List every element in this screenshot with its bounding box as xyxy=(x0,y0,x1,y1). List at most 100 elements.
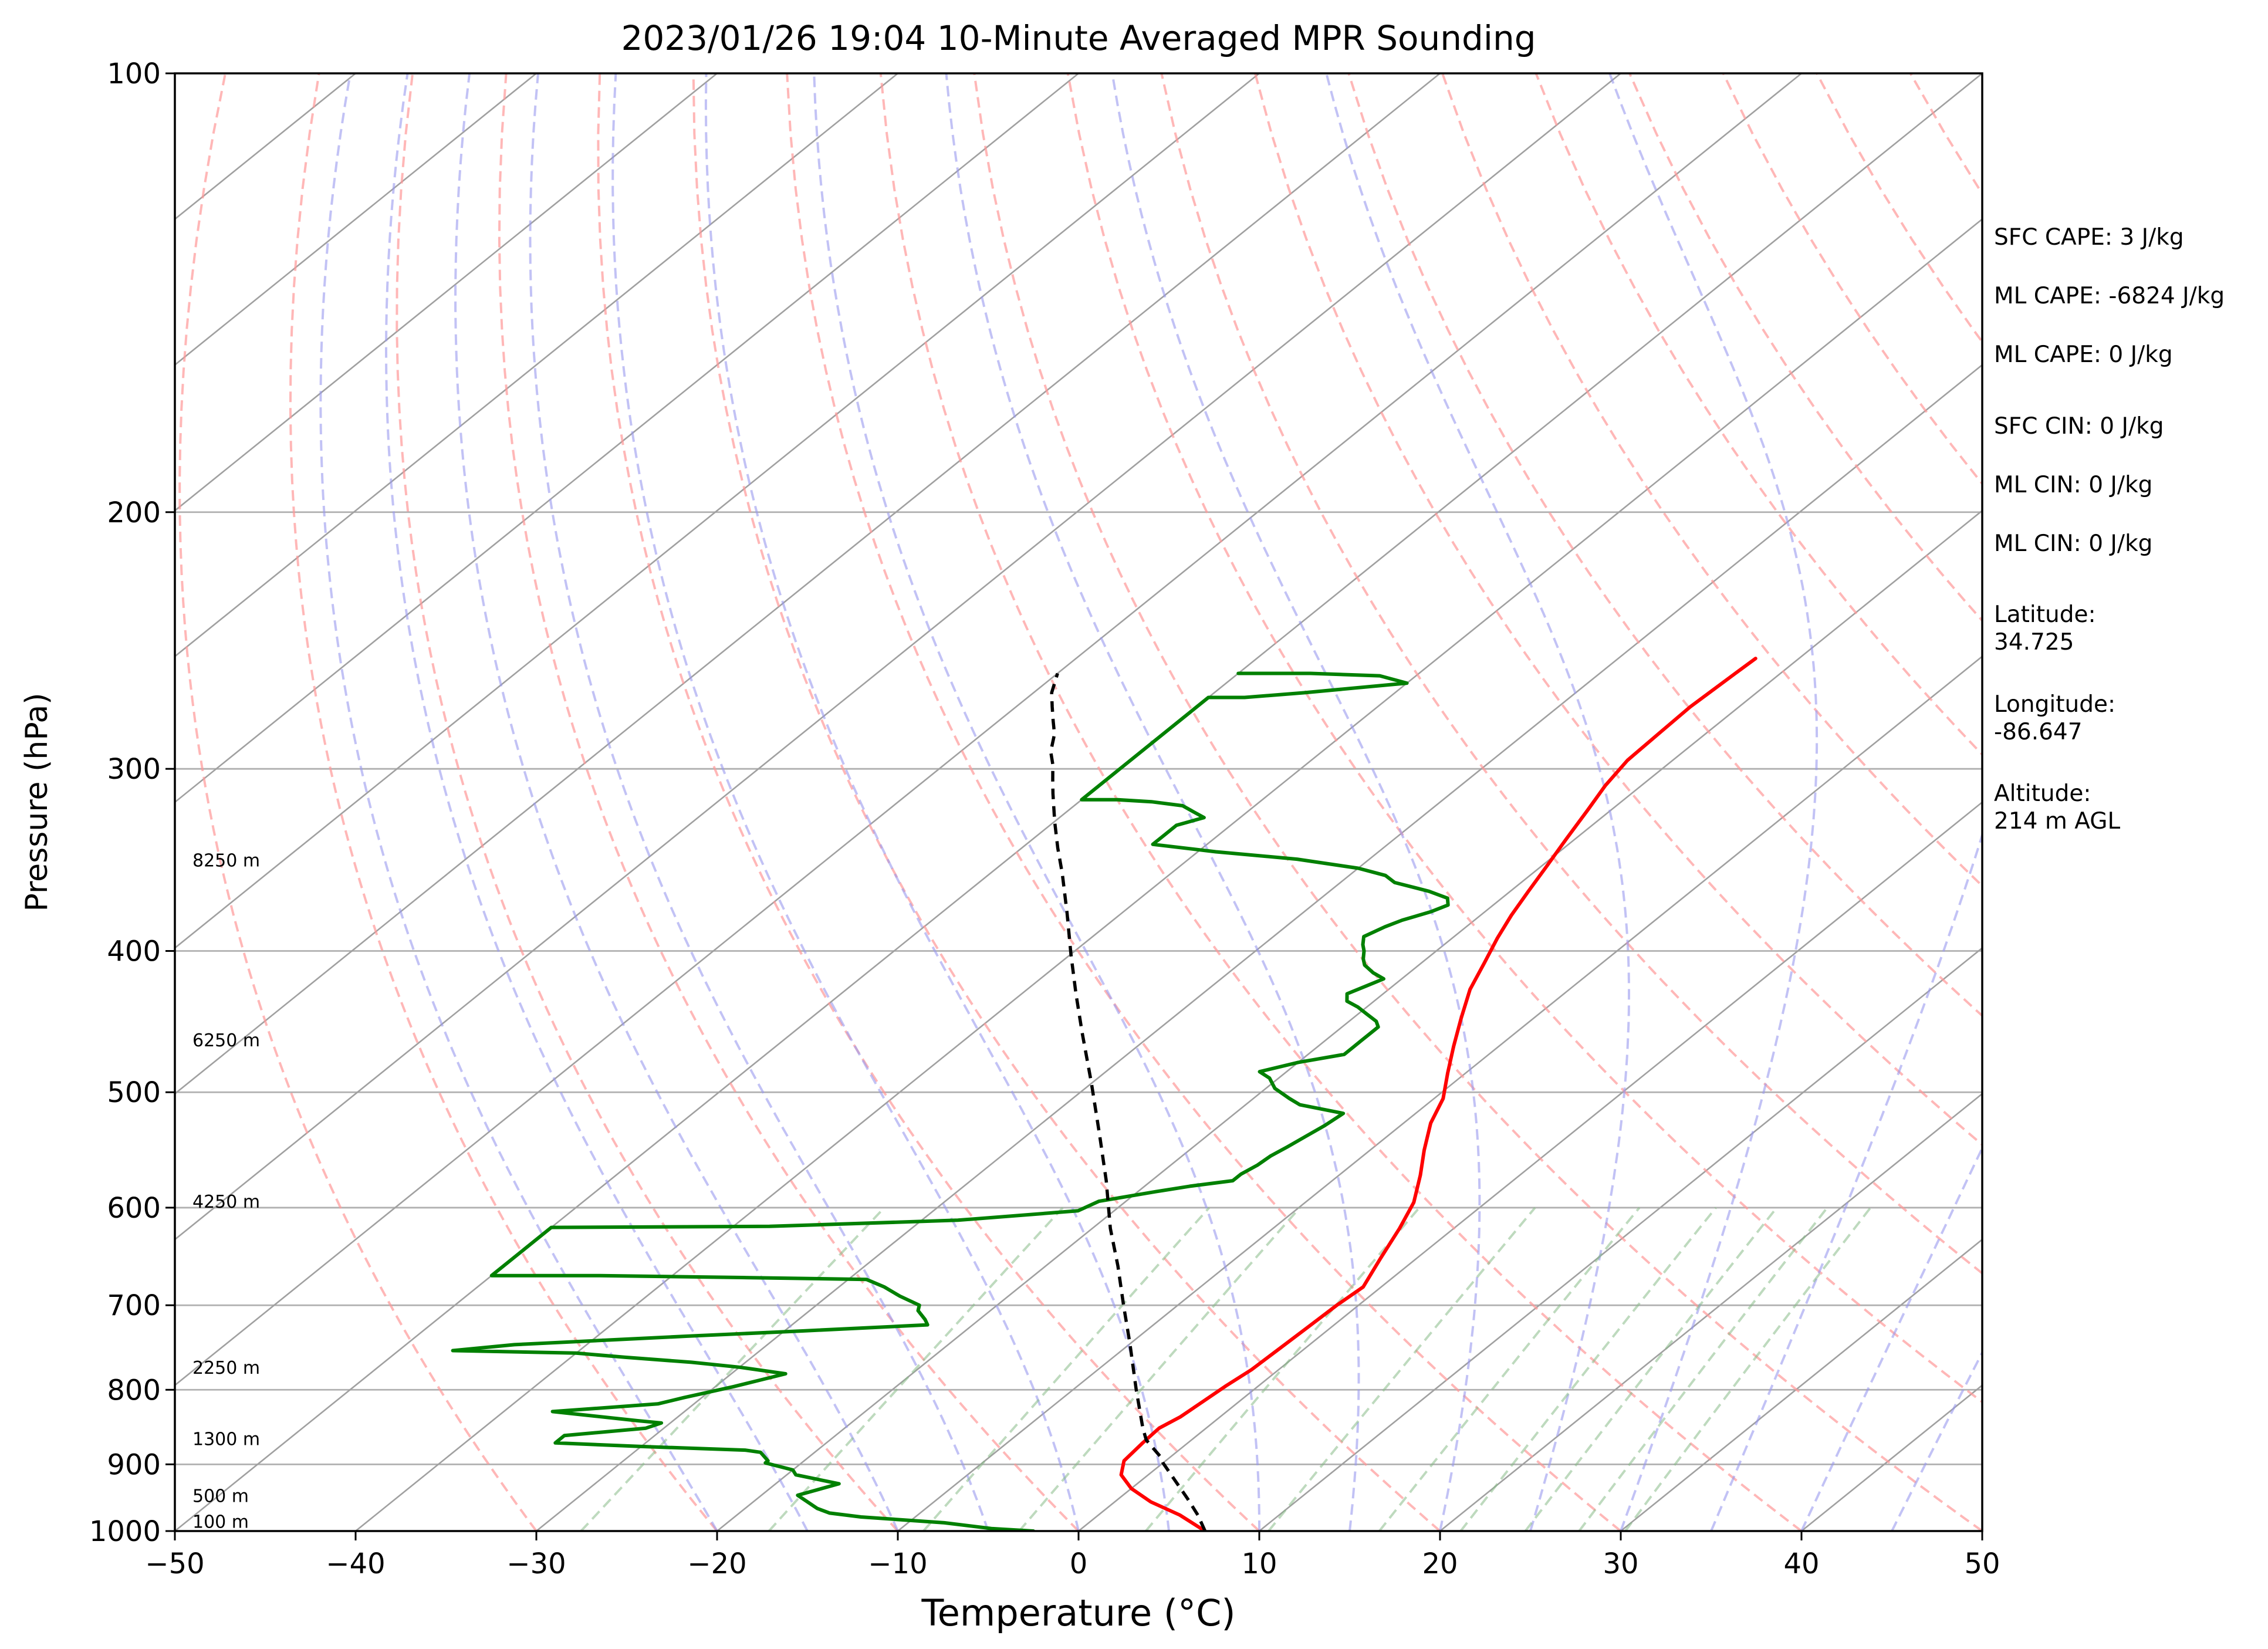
isotherm-line xyxy=(175,73,537,366)
x-tick-label: 40 xyxy=(1783,1547,1819,1580)
dewpoint-profile-line xyxy=(451,671,1450,1531)
moist-adiabat-line xyxy=(1325,73,1630,1531)
dry-adiabat-line xyxy=(786,73,1622,1531)
isotherm-gridlines xyxy=(175,73,1982,1531)
x-tick-label: 20 xyxy=(1422,1547,1458,1580)
moist-adiabat-line xyxy=(945,73,1360,1531)
x-tick-label: −10 xyxy=(868,1547,927,1580)
isotherm-line xyxy=(716,509,1982,1531)
dry-adiabat-line xyxy=(178,73,538,1531)
isotherm-line xyxy=(1439,1093,1982,1531)
dry-adiabat-line xyxy=(289,73,718,1531)
plot-area xyxy=(175,73,1982,1531)
y-tick-label: 500 xyxy=(107,1076,161,1109)
moist-adiabat-line xyxy=(1891,1350,1982,1531)
height-label: 2250 m xyxy=(192,1358,260,1378)
annotation-text: Altitude: 214 m AGL xyxy=(1994,780,2121,834)
x-tick-label: 50 xyxy=(1964,1547,2000,1580)
dry-adiabats xyxy=(178,73,1982,1531)
dry-adiabat-line xyxy=(1160,73,1982,1275)
y-tick-label: 700 xyxy=(107,1289,161,1322)
x-tick-label: −40 xyxy=(326,1547,385,1580)
mixing-ratio-line xyxy=(580,1207,885,1531)
mixing-ratio-line xyxy=(1459,1207,1717,1531)
x-tick-label: −30 xyxy=(506,1547,566,1580)
dry-adiabat-line xyxy=(498,73,1080,1531)
moist-adiabat-line xyxy=(704,73,1170,1531)
dry-adiabat-line xyxy=(879,73,1803,1531)
moist-adiabat-line xyxy=(1608,73,1819,1531)
mixing-ratio-line xyxy=(1624,1207,1872,1531)
isotherm-line xyxy=(1620,1238,1982,1531)
chart-title: 2023/01/26 19:04 10-Minute Averaged MPR … xyxy=(621,18,1536,58)
y-tick-label: 300 xyxy=(107,753,161,786)
isotherm-line xyxy=(897,655,1982,1531)
x-axis-label: Temperature (°C) xyxy=(921,1591,1235,1634)
x-tick-label: −50 xyxy=(145,1547,204,1580)
moist-adiabat-line xyxy=(529,73,989,1531)
mixing-ratio-line xyxy=(1267,1207,1536,1531)
mixing-ratio-line xyxy=(1524,1207,1778,1531)
dry-adiabat-line xyxy=(1253,73,1982,1147)
isotherm-line xyxy=(175,73,1982,1531)
dry-adiabat-line xyxy=(973,73,1982,1531)
annotation-text: Latitude: 34.725 xyxy=(1994,602,2096,655)
isotherm-line xyxy=(355,218,1982,1531)
y-tick-label: 100 xyxy=(107,58,161,90)
y-axis-label: Pressure (hPa) xyxy=(19,693,55,912)
isotherm-line xyxy=(175,73,718,512)
mixing-ratio-line xyxy=(1145,1207,1421,1531)
moist-adiabat-line xyxy=(611,73,1080,1531)
isotherm-line xyxy=(175,73,1441,1095)
x-tick-label: 0 xyxy=(1070,1547,1088,1580)
annotation-text: SFC CIN: 0 J/kg xyxy=(1994,413,2164,440)
mixing-ratio-line xyxy=(922,1207,1211,1531)
y-tick-label: 400 xyxy=(107,935,161,968)
mixing-ratio-line xyxy=(768,1207,1064,1531)
moist-adiabat-line xyxy=(1111,73,1481,1531)
annotation-text: ML CAPE: 0 J/kg xyxy=(1994,342,2173,368)
isotherm-line xyxy=(175,73,1802,1387)
dry-adiabat-line xyxy=(396,73,899,1531)
isotherm-line xyxy=(175,73,1260,949)
mixing-ratio-line xyxy=(1018,1207,1301,1531)
moist-adiabat-line xyxy=(1800,1145,1982,1531)
annotation-text: ML CAPE: -6824 J/kg xyxy=(1994,283,2225,309)
y-tick-label: 200 xyxy=(107,496,161,529)
isotherm-line xyxy=(175,73,898,658)
isotherm-line xyxy=(175,73,1621,1241)
mixing-ratio-line xyxy=(1378,1207,1641,1531)
isotherm-line xyxy=(1078,801,1982,1531)
series-layer xyxy=(451,657,1757,1531)
y-axis: 100 200 300 400 500 600 700 800 900 1000 xyxy=(89,58,175,1548)
isotherm-line xyxy=(1259,947,1982,1531)
mixing-ratio-lines xyxy=(580,1207,1872,1531)
temperature-profile-line xyxy=(1119,657,1757,1531)
x-tick-label: −20 xyxy=(687,1547,746,1580)
dry-adiabat-line xyxy=(692,73,1441,1531)
annotation-text: SFC CAPE: 3 J/kg xyxy=(1994,224,2184,251)
y-tick-label: 1000 xyxy=(89,1515,161,1548)
moist-adiabat-line xyxy=(454,73,899,1531)
annotation-text: ML CIN: 0 J/kg xyxy=(1994,472,2153,498)
annotation-text: Longitude: -86.647 xyxy=(1994,691,2116,745)
x-tick-label: 30 xyxy=(1603,1547,1638,1580)
height-label: 500 m xyxy=(192,1486,249,1506)
x-axis: −50 −40 −30 −20 −10 0 10 20 30 40 50 xyxy=(145,1531,2000,1580)
moist-adiabat-line xyxy=(813,73,1260,1531)
parcel-path-line xyxy=(1049,673,1207,1531)
isobar-gridlines xyxy=(175,511,1982,1465)
height-label: 1300 m xyxy=(192,1429,260,1449)
isotherm-line xyxy=(536,364,1982,1531)
height-label: 8250 m xyxy=(192,850,260,871)
height-label: 4250 m xyxy=(192,1192,260,1212)
x-tick-label: 10 xyxy=(1241,1547,1277,1580)
y-tick-label: 800 xyxy=(107,1374,161,1407)
y-tick-label: 900 xyxy=(107,1448,161,1481)
y-tick-label: 600 xyxy=(107,1192,161,1225)
mixing-ratio-line xyxy=(1578,1207,1828,1531)
height-labels: 8250 m 6250 m 4250 m 2250 m 1300 m 500 m 100 m xyxy=(192,850,260,1532)
dry-adiabat-line xyxy=(1066,73,1982,1404)
height-label: 100 m xyxy=(192,1512,249,1533)
